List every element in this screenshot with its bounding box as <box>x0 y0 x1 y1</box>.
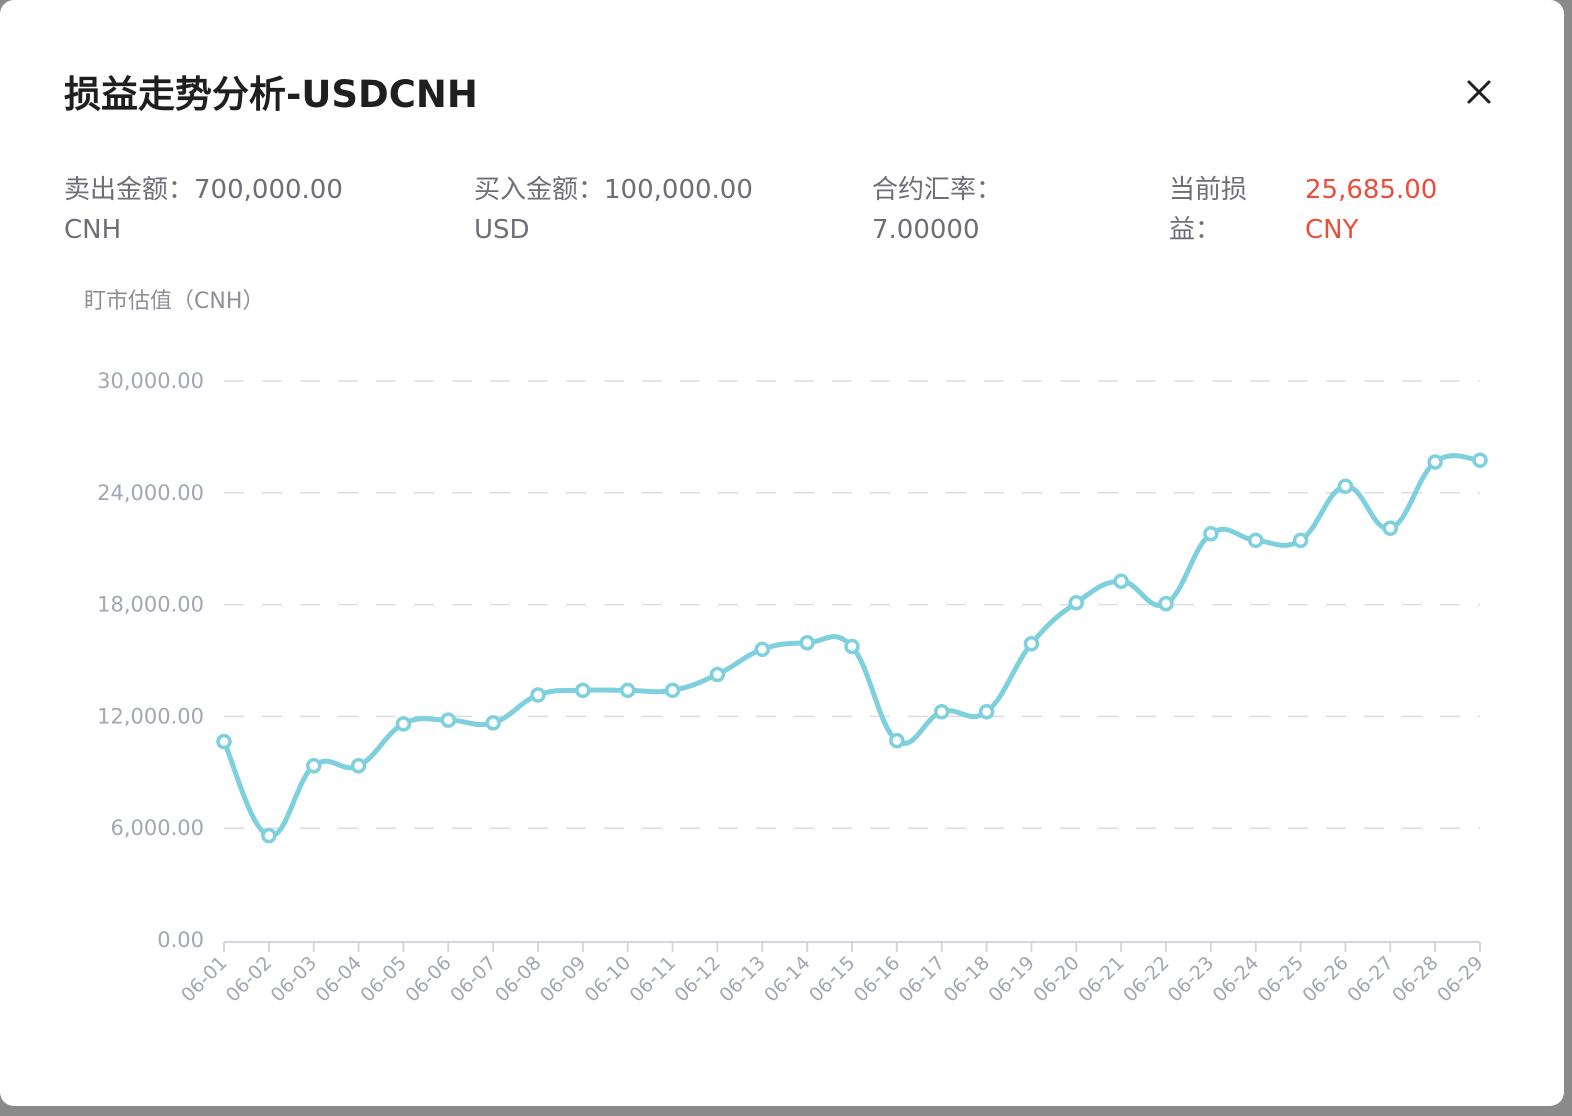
data-point[interactable] <box>709 666 726 683</box>
x-tick-label: 06-02 <box>222 952 277 1007</box>
current-pnl-value: 25,685.00 <box>1305 175 1438 205</box>
current-pnl-label-line2: 益： <box>1169 215 1222 245</box>
x-tick-label: 06-20 <box>1029 952 1084 1007</box>
data-point[interactable] <box>305 758 322 774</box>
data-point[interactable] <box>1158 595 1174 612</box>
data-point[interactable] <box>1337 478 1354 495</box>
data-point[interactable] <box>754 641 771 658</box>
data-point[interactable] <box>1113 573 1129 590</box>
series-line <box>221 453 1483 839</box>
y-tick-label: 12,000.00 <box>97 704 204 728</box>
data-point[interactable] <box>261 827 277 844</box>
data-point[interactable] <box>1292 532 1309 549</box>
x-tick-label: 06-22 <box>1119 952 1174 1007</box>
x-tick-label: 06-09 <box>536 952 591 1007</box>
x-tick-label: 06-05 <box>356 952 411 1007</box>
data-point[interactable] <box>664 682 681 699</box>
buy-amount-unit: USD <box>474 215 530 245</box>
data-point[interactable] <box>1382 520 1399 536</box>
x-tick-label: 06-26 <box>1298 952 1353 1007</box>
x-tick-label: 06-07 <box>446 952 501 1007</box>
current-pnl-label: 当前损 益： <box>1169 170 1247 250</box>
x-tick-label: 06-18 <box>940 952 995 1007</box>
y-tick-label: 30,000.00 <box>97 369 204 393</box>
x-tick-label: 06-28 <box>1388 952 1443 1007</box>
data-point[interactable] <box>1203 526 1219 542</box>
x-tick-label: 06-08 <box>491 952 546 1007</box>
x-tick-label: 06-17 <box>895 952 950 1007</box>
current-pnl-info: 25,685.00 CNY <box>1305 170 1437 250</box>
x-axis: 06-0106-0206-0306-0406-0506-0606-0706-08… <box>177 941 1488 1007</box>
y-tick-label: 18,000.00 <box>97 593 204 617</box>
series-line-layer <box>221 453 1483 839</box>
contract-rate-label: 合约汇率： <box>872 175 1003 205</box>
x-tick-label: 06-25 <box>1254 952 1309 1007</box>
x-tick-label: 06-03 <box>267 952 322 1007</box>
data-point[interactable] <box>1427 454 1443 470</box>
y-tick-label: 6,000.00 <box>110 816 204 840</box>
buy-amount-value: 100,000.00 <box>604 175 753 205</box>
data-point[interactable] <box>575 682 591 699</box>
data-point[interactable] <box>1247 532 1264 549</box>
contract-rate-info: 合约汇率： 7.00000 <box>872 170 1002 250</box>
current-pnl-unit: CNY <box>1305 215 1359 245</box>
data-point[interactable] <box>799 635 815 651</box>
y-axis-title: 盯市估值（CNH） <box>84 289 264 314</box>
grid-lines <box>224 380 1480 829</box>
data-point[interactable] <box>1068 594 1085 611</box>
data-point[interactable] <box>350 758 367 774</box>
data-point[interactable] <box>978 703 995 720</box>
data-point[interactable] <box>619 682 636 699</box>
data-point[interactable] <box>216 733 232 750</box>
x-tick-label: 06-29 <box>1433 952 1488 1007</box>
x-tick-label: 06-04 <box>312 952 367 1007</box>
x-tick-label: 06-11 <box>626 952 681 1007</box>
data-point[interactable] <box>889 732 905 749</box>
x-tick-label: 06-12 <box>670 952 725 1007</box>
data-point[interactable] <box>844 638 860 655</box>
x-tick-label: 06-06 <box>401 952 456 1007</box>
data-point[interactable] <box>440 712 457 728</box>
modal-title: 损益走势分析-USDCNH <box>64 73 478 116</box>
x-tick-label: 06-24 <box>1209 952 1264 1007</box>
buy-amount-info: 买入金额：100,000.00 USD <box>474 170 753 250</box>
data-point[interactable] <box>395 716 412 732</box>
x-tick-label: 06-15 <box>805 952 860 1007</box>
data-point[interactable] <box>1472 452 1488 468</box>
data-point[interactable] <box>530 687 546 703</box>
x-tick-label: 06-01 <box>177 952 232 1007</box>
x-tick-label: 06-23 <box>1164 952 1219 1007</box>
data-point[interactable] <box>933 703 950 720</box>
x-tick-label: 06-13 <box>715 952 770 1007</box>
x-tick-label: 06-10 <box>581 952 636 1007</box>
contract-rate-value: 7.00000 <box>872 215 980 245</box>
x-tick-label: 06-14 <box>760 952 815 1007</box>
sell-amount-value: 700,000.00 <box>194 175 343 205</box>
x-tick-label: 06-27 <box>1343 952 1398 1007</box>
sell-amount-info: 卖出金额：700,000.00 CNH <box>64 170 343 250</box>
x-tick-label: 06-19 <box>984 952 1039 1007</box>
y-tick-label: 24,000.00 <box>97 481 204 505</box>
data-point[interactable] <box>485 715 501 731</box>
y-tick-label: 0.00 <box>157 928 204 952</box>
y-axis-ticks: 0.00 6,000.00 12,000.00 18,000.00 24,000.00 3… <box>97 369 204 952</box>
current-pnl-label-line1: 当前损 <box>1169 175 1248 205</box>
sell-amount-label: 卖出金额： <box>64 175 195 205</box>
data-point[interactable] <box>1023 635 1040 652</box>
x-tick-label: 06-21 <box>1074 952 1129 1007</box>
pnl-line-chart: 盯市估值（CNH） 0.00 6,000.00 12,000.00 18,000.00… <box>84 289 1488 1007</box>
sell-amount-unit: CNH <box>64 215 122 245</box>
x-tick-label: 06-16 <box>850 952 905 1007</box>
buy-amount-label: 买入金额： <box>474 175 605 205</box>
data-points <box>216 452 1488 844</box>
close-icon[interactable] <box>1459 72 1499 112</box>
